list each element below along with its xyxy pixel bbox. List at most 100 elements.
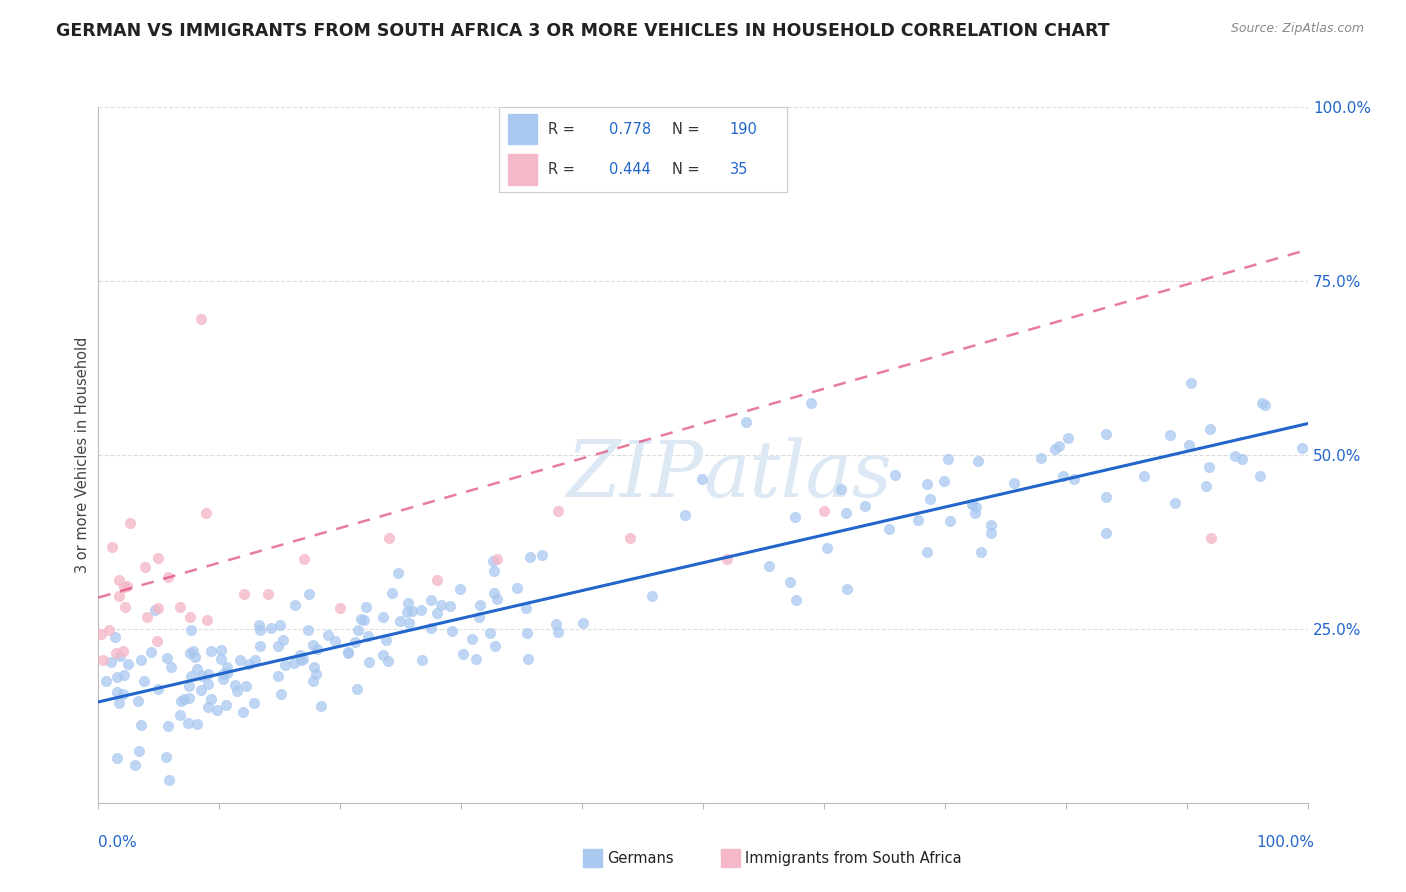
Point (815, 541, 838, 556)
Point (1254, 399, 1277, 413)
Point (343, 634, 366, 648)
Point (136, 610, 159, 624)
Point (134, 559, 156, 574)
Point (484, 585, 506, 599)
Point (401, 604, 423, 618)
Point (108, 573, 131, 587)
Point (108, 589, 131, 603)
Point (271, 632, 294, 647)
Point (235, 679, 257, 693)
Point (114, 599, 136, 614)
Point (181, 644, 204, 658)
Point (918, 491, 941, 506)
Point (936, 452, 959, 467)
Point (112, 687, 135, 701)
Point (1057, 431, 1080, 445)
Point (224, 678, 246, 692)
Point (108, 649, 131, 664)
Point (641, 589, 664, 603)
Point (105, 751, 128, 765)
Point (963, 506, 986, 520)
Text: 0.0%: 0.0% (98, 836, 138, 850)
Point (256, 587, 278, 601)
Point (398, 616, 420, 631)
Point (118, 516, 141, 531)
Point (1045, 442, 1067, 456)
Point (190, 682, 212, 697)
Point (269, 617, 291, 632)
FancyBboxPatch shape (508, 114, 537, 145)
Point (195, 506, 218, 520)
Point (1133, 469, 1156, 483)
Point (516, 625, 538, 640)
Point (91, 653, 114, 667)
Point (1230, 451, 1253, 466)
Point (1002, 475, 1025, 490)
Point (519, 550, 541, 565)
Point (980, 526, 1002, 541)
Point (371, 609, 394, 624)
Point (373, 648, 395, 663)
Point (290, 648, 312, 662)
Point (177, 679, 200, 693)
Point (200, 644, 222, 658)
Point (173, 692, 195, 706)
Point (115, 579, 138, 593)
Point (464, 651, 486, 665)
Text: 0.778: 0.778 (609, 121, 651, 136)
Point (1225, 449, 1247, 463)
Point (377, 532, 399, 546)
Point (184, 649, 207, 664)
Point (301, 639, 323, 653)
Point (104, 630, 127, 644)
Point (830, 483, 852, 497)
Point (1095, 526, 1118, 541)
Point (226, 684, 249, 698)
Point (960, 497, 983, 511)
Point (1063, 472, 1085, 486)
Point (779, 574, 801, 589)
Point (486, 552, 509, 566)
Text: Germans: Germans (607, 851, 673, 865)
Point (967, 454, 990, 468)
Point (179, 691, 201, 706)
Point (813, 503, 835, 517)
Point (965, 500, 987, 514)
Point (835, 507, 858, 521)
Point (1164, 496, 1187, 510)
Point (298, 587, 321, 601)
Point (156, 651, 179, 665)
Point (112, 580, 135, 594)
Text: R =: R = (548, 121, 579, 136)
Point (479, 625, 502, 640)
Point (377, 654, 399, 668)
Text: Immigrants from South Africa: Immigrants from South Africa (745, 851, 962, 865)
Text: ZIP: ZIP (565, 438, 703, 514)
Point (179, 610, 201, 624)
Point (270, 687, 292, 701)
Text: 0.444: 0.444 (609, 162, 651, 178)
Point (939, 515, 962, 529)
Text: atlas: atlas (703, 438, 891, 514)
Point (1251, 395, 1274, 409)
Point (139, 645, 162, 659)
Point (735, 416, 758, 430)
Text: N =: N = (672, 121, 704, 136)
Point (309, 699, 332, 714)
Point (215, 660, 238, 674)
Point (1178, 438, 1201, 452)
Point (94, 673, 117, 688)
Point (302, 660, 325, 674)
Text: 190: 190 (730, 121, 758, 136)
Point (197, 677, 219, 691)
Point (468, 609, 491, 624)
Point (337, 645, 360, 659)
Point (430, 599, 453, 613)
Point (105, 646, 128, 660)
Text: N =: N = (672, 162, 704, 178)
Point (449, 582, 471, 596)
Point (1199, 421, 1222, 435)
Point (98, 623, 121, 637)
Point (238, 657, 260, 672)
Point (356, 629, 378, 643)
